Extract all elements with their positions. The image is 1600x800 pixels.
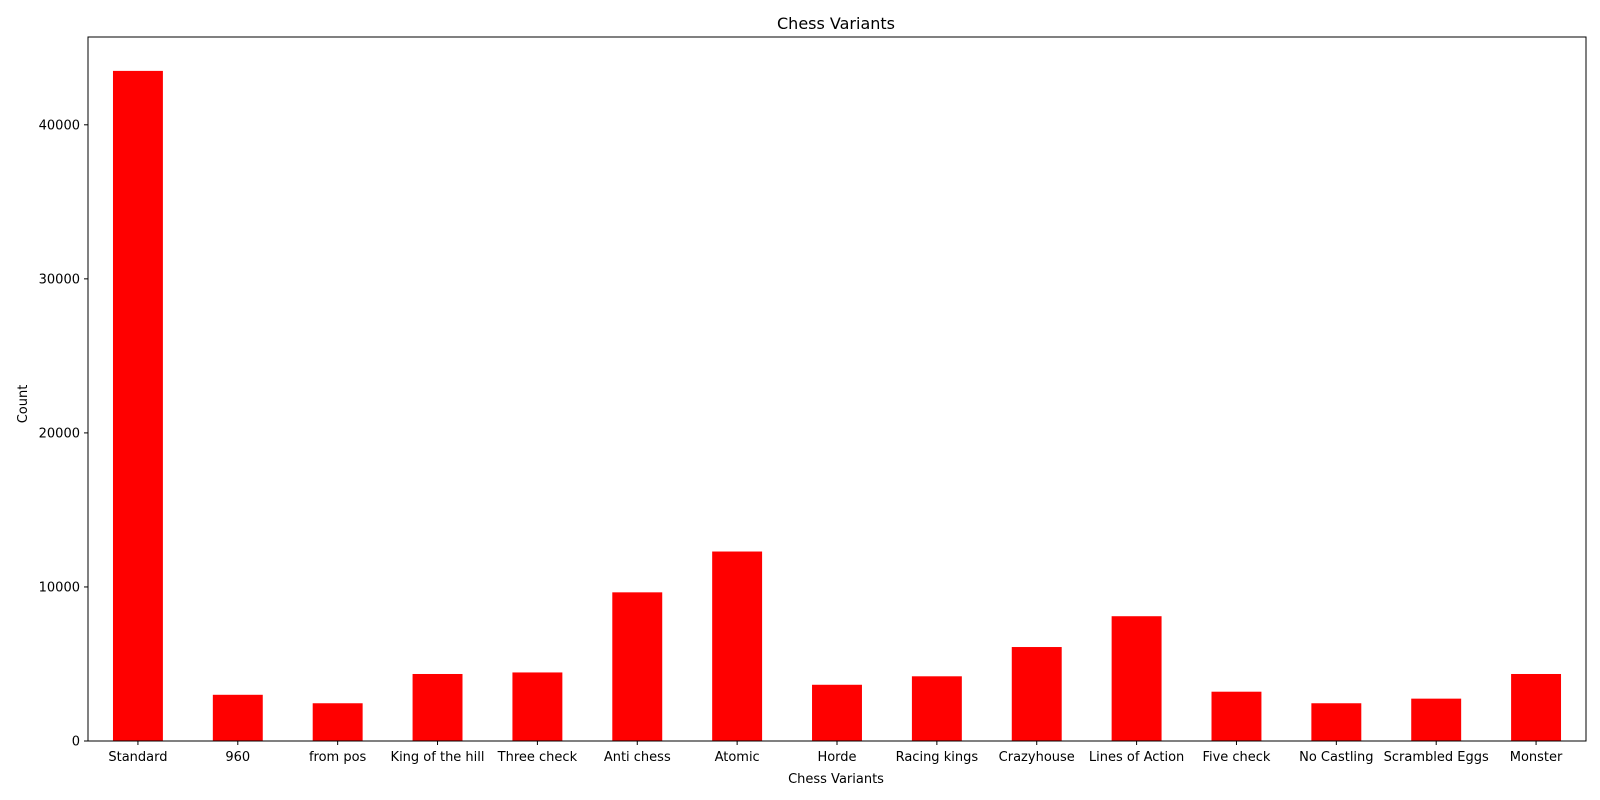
bar bbox=[113, 71, 163, 741]
chart-title: Chess Variants bbox=[777, 14, 895, 33]
bar bbox=[812, 685, 862, 741]
ticks-layer: Standard 960 from pos King of the hill Three… bbox=[39, 118, 1563, 765]
x-tick-label: King of the hill bbox=[391, 750, 485, 765]
bar bbox=[413, 674, 463, 741]
axes-layer bbox=[88, 37, 1586, 741]
bar bbox=[1511, 674, 1561, 741]
bar bbox=[512, 672, 562, 741]
y-tick-label: 20000 bbox=[39, 426, 80, 441]
bar bbox=[1311, 703, 1361, 741]
x-tick-label: Monster bbox=[1510, 750, 1563, 765]
x-tick-label: Horde bbox=[817, 750, 856, 765]
bar bbox=[213, 695, 263, 741]
x-tick-label: from pos bbox=[309, 750, 367, 765]
y-tick-label: 10000 bbox=[39, 580, 80, 595]
y-tick-label: 30000 bbox=[39, 272, 80, 287]
bar bbox=[612, 592, 662, 741]
x-tick-label: Five check bbox=[1202, 750, 1270, 765]
bar bbox=[712, 552, 762, 741]
bar bbox=[313, 703, 363, 741]
y-tick-label: 0 bbox=[72, 735, 80, 750]
bar bbox=[1411, 699, 1461, 741]
y-tick-label: 40000 bbox=[39, 118, 80, 133]
plot-area-frame bbox=[88, 37, 1586, 741]
x-tick-label: Racing kings bbox=[896, 750, 979, 765]
x-axis-label: Chess Variants bbox=[788, 772, 884, 787]
x-tick-label: Crazyhouse bbox=[999, 750, 1075, 765]
bar bbox=[1112, 616, 1162, 741]
x-tick-label: Standard bbox=[108, 750, 167, 765]
x-tick-label: Scrambled Eggs bbox=[1384, 750, 1489, 765]
bar bbox=[1012, 647, 1062, 741]
bars-layer bbox=[113, 71, 1561, 741]
x-tick-label: No Castling bbox=[1299, 750, 1373, 765]
x-tick-label: Three check bbox=[497, 750, 578, 765]
bar bbox=[912, 676, 962, 741]
x-tick-label: Atomic bbox=[715, 750, 760, 765]
x-tick-label: Anti chess bbox=[604, 750, 671, 765]
x-tick-label: 960 bbox=[225, 750, 250, 765]
y-axis-label: Count bbox=[16, 385, 31, 424]
bar bbox=[1212, 692, 1262, 741]
x-tick-label: Lines of Action bbox=[1089, 750, 1184, 765]
